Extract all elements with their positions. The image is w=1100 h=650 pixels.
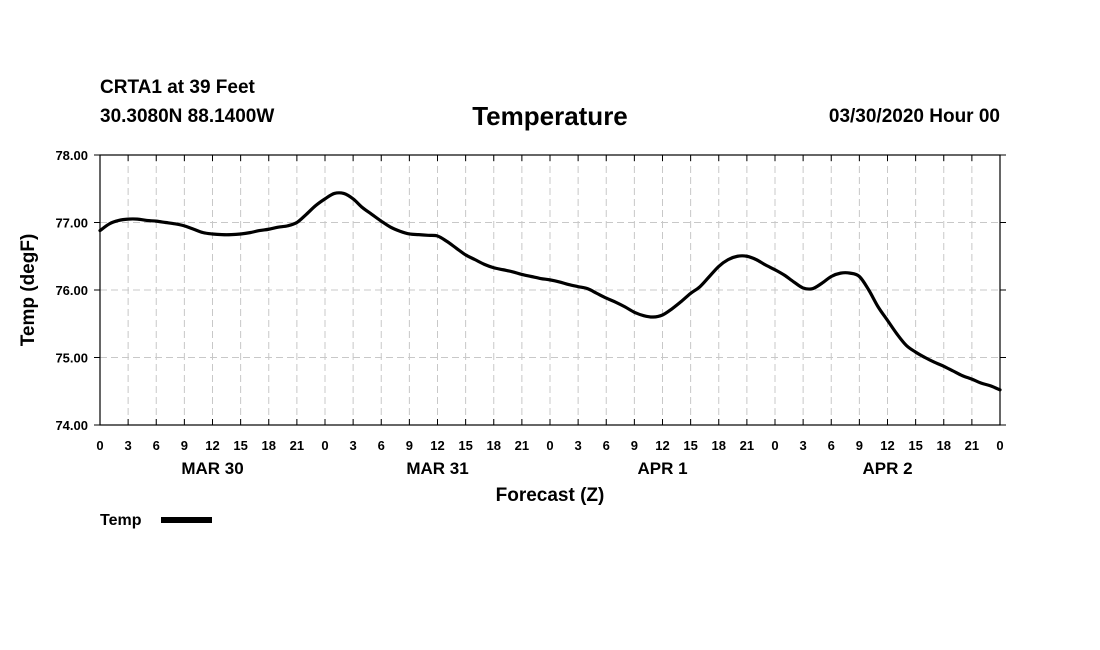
plot-frame — [99, 154, 1001, 426]
x-tick-label: 18 — [487, 438, 501, 453]
x-tick-label: 21 — [290, 438, 304, 453]
x-tick-label: 21 — [965, 438, 979, 453]
x-tick-label: 6 — [828, 438, 835, 453]
x-tick-label: 18 — [937, 438, 951, 453]
x-tick-label: 9 — [631, 438, 638, 453]
x-tick-label: 12 — [655, 438, 669, 453]
x-axis-title: Forecast (Z) — [496, 485, 605, 506]
x-tick-label: 0 — [546, 438, 553, 453]
x-tick-label: 6 — [603, 438, 610, 453]
y-axis-title: Temp (degF) — [18, 234, 39, 347]
x-tick-label: 15 — [233, 438, 247, 453]
grid — [100, 155, 1000, 425]
x-tick-label: 3 — [800, 438, 807, 453]
y-tick-label: 78.00 — [55, 148, 88, 163]
legend-label: Temp — [100, 512, 142, 529]
x-tick-label: 6 — [153, 438, 160, 453]
x-tick-label: 6 — [378, 438, 385, 453]
y-tick-label: 77.00 — [55, 216, 88, 231]
x-tick-label: 21 — [740, 438, 754, 453]
x-tick-label: 9 — [181, 438, 188, 453]
station-label: CRTA1 at 39 Feet — [100, 77, 255, 98]
y-tick-label: 75.00 — [55, 351, 88, 366]
x-tick-label: 3 — [125, 438, 132, 453]
day-label: APR 2 — [862, 459, 912, 478]
day-label: APR 1 — [637, 459, 687, 478]
x-tick-label: 0 — [321, 438, 328, 453]
x-tick-label: 15 — [683, 438, 697, 453]
axis-ticks — [94, 154, 1006, 426]
x-tick-label: 15 — [908, 438, 922, 453]
x-tick-labels: 0 3 6 9 12 15 18 21 0 3 6 9 12 15 18 21 0 3 6 9 12 15 18 21 0 3 6 9… — [96, 438, 1003, 453]
day-label: MAR 30 — [181, 459, 243, 478]
x-tick-label: 0 — [771, 438, 778, 453]
station-coordinates: 30.3080N 88.1400W — [100, 106, 275, 127]
series-line-temp — [98, 191, 1002, 392]
x-tick-label: 9 — [406, 438, 413, 453]
x-tick-label: 3 — [350, 438, 357, 453]
x-tick-label: 18 — [262, 438, 276, 453]
x-tick-label: 0 — [996, 438, 1003, 453]
x-tick-label: 18 — [712, 438, 726, 453]
y-tick-label: 76.00 — [55, 283, 88, 298]
x-tick-label: 3 — [575, 438, 582, 453]
day-label: MAR 31 — [406, 459, 468, 478]
x-tick-label: 21 — [515, 438, 529, 453]
x-tick-label: 12 — [205, 438, 219, 453]
y-tick-label: 74.00 — [55, 418, 88, 433]
day-labels: MAR 30 MAR 31 APR 1 APR 2 — [181, 459, 912, 478]
x-tick-label: 9 — [856, 438, 863, 453]
x-tick-label: 0 — [96, 438, 103, 453]
x-tick-label: 15 — [458, 438, 472, 453]
chart-title: Temperature — [472, 101, 628, 131]
forecast-timestamp: 03/30/2020 Hour 00 — [828, 106, 1000, 127]
x-tick-label: 12 — [430, 438, 444, 453]
x-tick-label: 12 — [880, 438, 894, 453]
y-tick-labels: 74.00 75.00 76.00 77.00 78.00 — [55, 148, 88, 433]
